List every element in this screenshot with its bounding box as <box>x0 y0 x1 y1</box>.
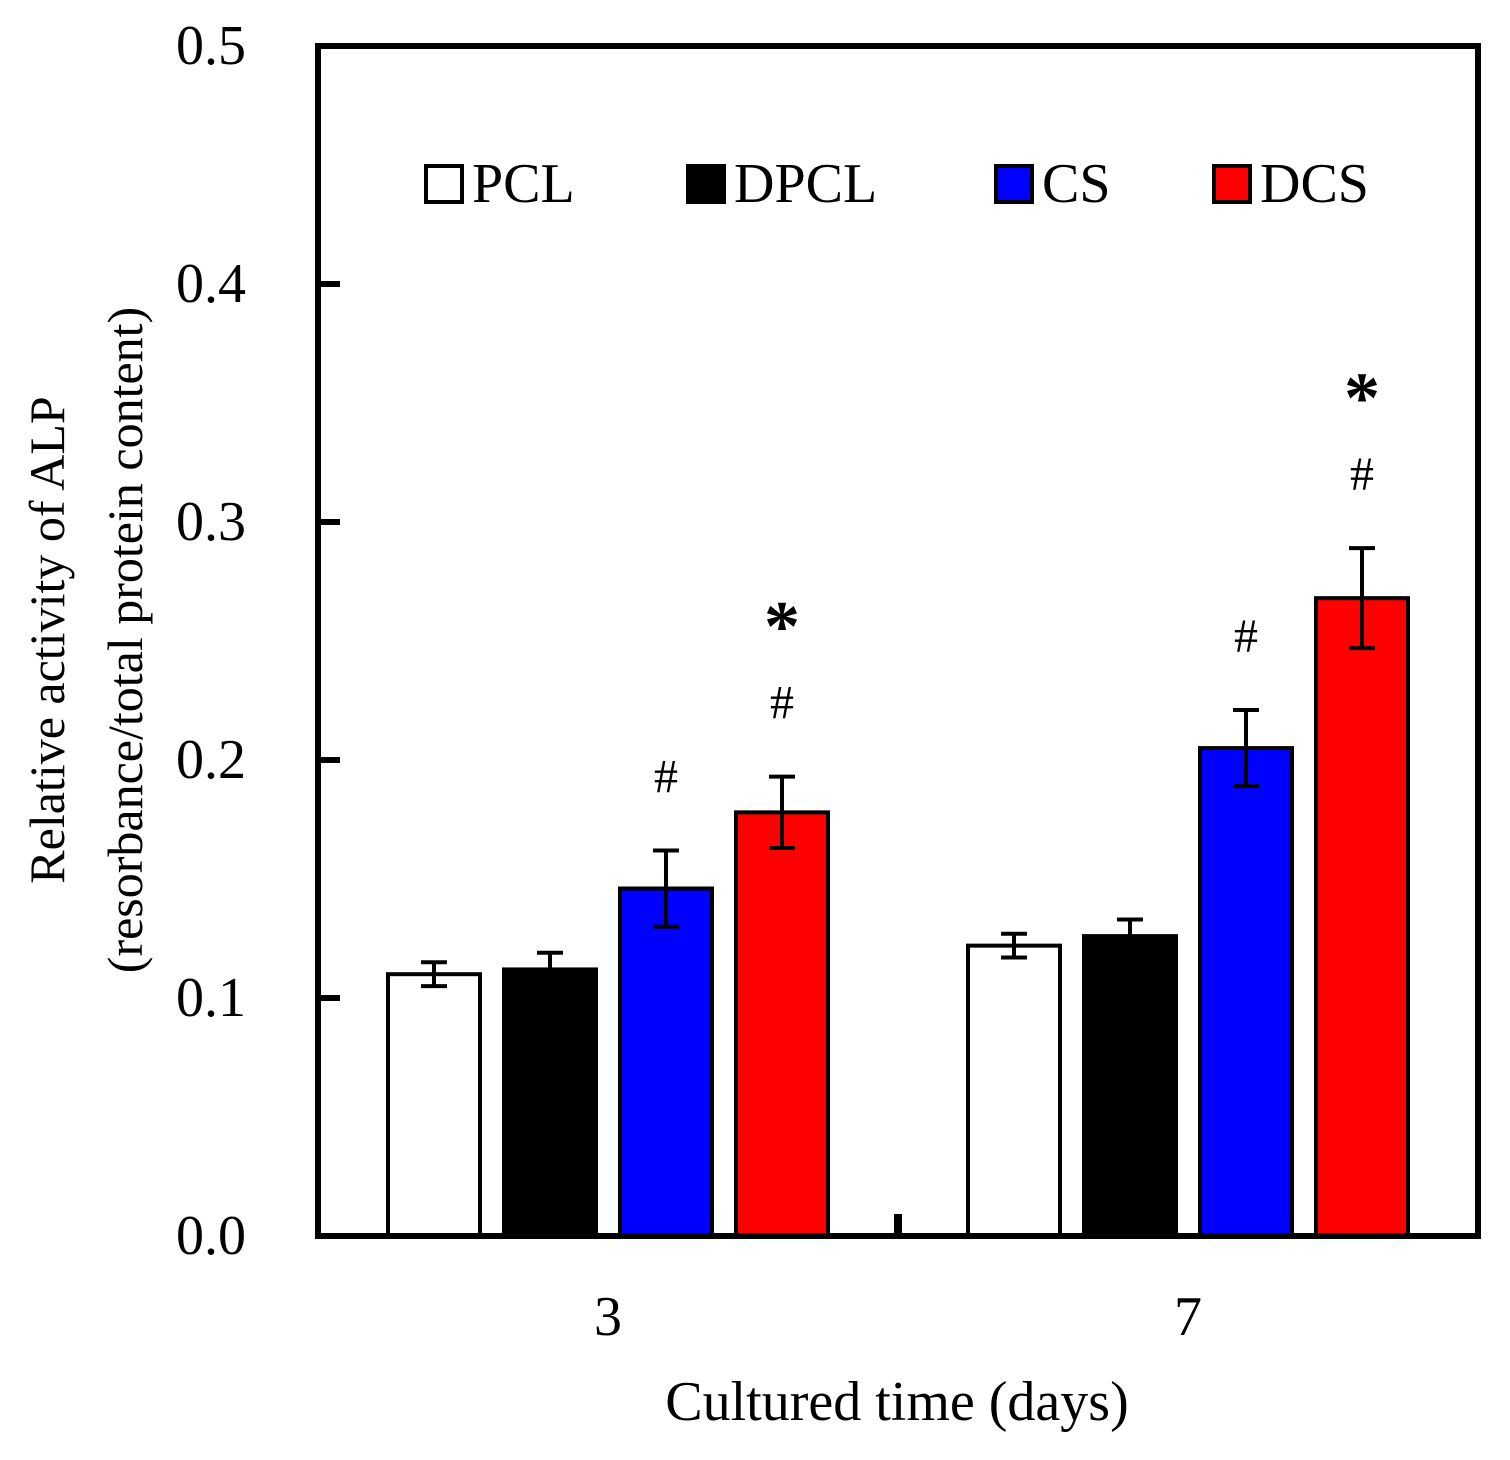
y-tick-label: 0.2 <box>176 729 246 791</box>
bar-dpcl <box>502 967 598 1238</box>
x-tick-label: 3 <box>594 1286 622 1348</box>
plot-frame <box>315 43 1481 1239</box>
legend-swatch-pcl <box>424 164 464 204</box>
y-tick-label: 0.4 <box>176 253 246 315</box>
legend-label-dcs: DCS <box>1260 153 1369 215</box>
bar-cs <box>618 886 714 1239</box>
y-tick-label: 0.1 <box>176 967 246 1029</box>
legend-label-dpcl: DPCL <box>734 153 877 215</box>
significance-star: * <box>1344 358 1380 438</box>
y-axis: 0.0 0.1 0.2 0.3 0.4 0.5 <box>176 15 340 1267</box>
bar-dcs <box>1314 596 1410 1238</box>
legend: PCL DPCL CS DCS <box>424 153 1369 215</box>
legend-label-cs: CS <box>1042 153 1111 215</box>
significance-hash: # <box>654 750 678 803</box>
legend-swatch-dpcl <box>686 164 726 204</box>
bar-cs <box>1198 746 1294 1238</box>
significance-hash: # <box>1234 610 1258 663</box>
bar-dpcl <box>1082 934 1178 1238</box>
significance-hash: # <box>770 677 794 730</box>
x-axis-label: Cultured time (days) <box>665 1371 1128 1433</box>
significance-star: * <box>764 587 800 667</box>
legend-label-pcl: PCL <box>472 153 575 215</box>
y-tick-label: 0.5 <box>176 15 246 77</box>
x-tick-label: 7 <box>1174 1286 1202 1348</box>
y-axis-label-line2: (resorbance/total protein content) <box>97 307 153 973</box>
bars-layer <box>386 546 1410 1239</box>
significance-hash: # <box>1350 448 1374 501</box>
legend-swatch-cs <box>994 164 1034 204</box>
y-axis-label-line1: Relative activity of ALP <box>19 396 75 883</box>
bar-dcs <box>734 810 830 1238</box>
y-tick-label: 0.0 <box>176 1205 246 1267</box>
legend-swatch-dcs <box>1212 164 1252 204</box>
bar-pcl <box>966 943 1062 1238</box>
y-tick-label: 0.3 <box>176 491 246 553</box>
bar-pcl <box>386 972 482 1238</box>
annotations-layer: # # * # # * <box>654 358 1380 803</box>
